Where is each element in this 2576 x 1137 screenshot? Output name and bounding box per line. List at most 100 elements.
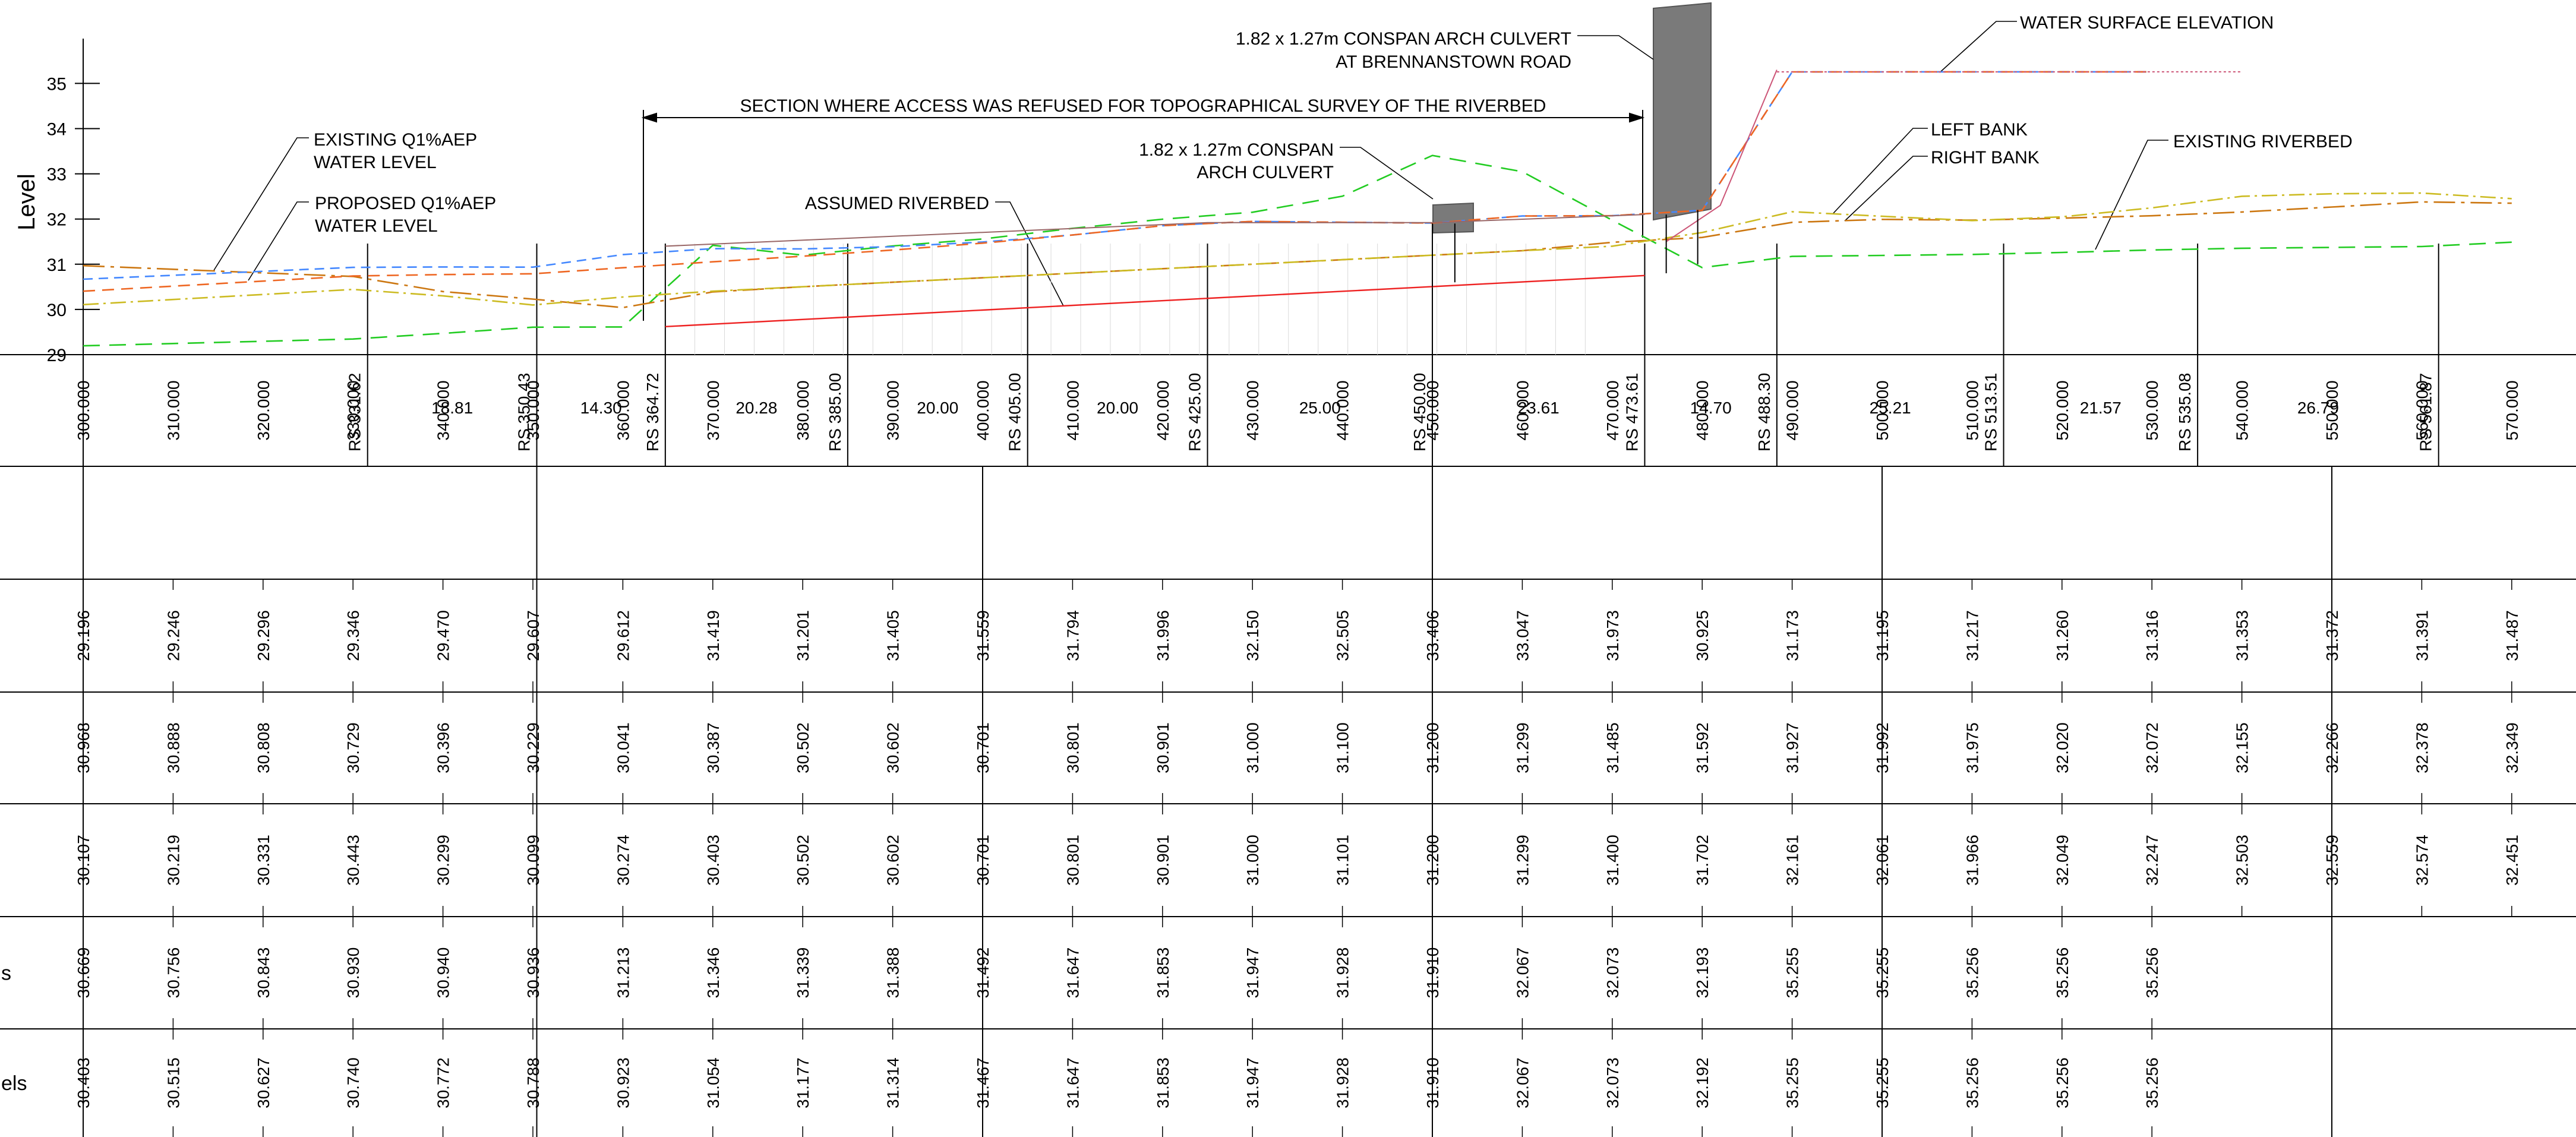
table-value: 31.910 <box>1423 1057 1442 1108</box>
table-value: 32.192 <box>1693 1057 1712 1108</box>
table-value: 32.247 <box>2143 835 2161 886</box>
table-value: 32.161 <box>1783 835 1802 886</box>
distance-label: 20.00 <box>1097 399 1138 417</box>
table-value: 31.173 <box>1783 610 1802 661</box>
table-value: 32.020 <box>2053 722 2072 773</box>
chainage-label: 360.000 <box>614 380 632 440</box>
table-value: 31.927 <box>1783 722 1802 773</box>
chainage-label: 350.000 <box>524 380 542 440</box>
assumed-riverbed-line <box>665 274 1645 328</box>
existing-riverbed-label: EXISTING RIVERBED <box>2173 132 2353 151</box>
station-label: RS 535.08 <box>2176 373 2194 451</box>
table-value: 30.669 <box>74 948 93 999</box>
table-value: 30.387 <box>704 722 722 773</box>
table-value: 30.729 <box>344 722 362 773</box>
chainage-label: 340.000 <box>434 380 453 440</box>
table-value: 32.067 <box>1513 1057 1532 1108</box>
table-value: 31.314 <box>884 1057 902 1108</box>
table-value: 35.255 <box>1873 1057 1892 1108</box>
y-tick-label: 32 <box>47 210 67 230</box>
row-label: els <box>1 1072 27 1095</box>
table-value: 30.788 <box>524 1057 542 1108</box>
annotation-culvert-small: 1.82 x 1.27m CONSPAN ARCH CULVERT <box>1139 140 1334 182</box>
table-value: 31.299 <box>1513 835 1532 886</box>
table-value: 35.255 <box>1783 1057 1802 1108</box>
table-value: 31.200 <box>1423 722 1442 773</box>
table-value: 31.647 <box>1063 1057 1082 1108</box>
chainage-label: 440.000 <box>1334 380 1352 440</box>
chainage-label: 500.000 <box>1873 380 1892 440</box>
table-value: 30.299 <box>434 835 453 886</box>
access-refused-label: SECTION WHERE ACCESS WAS REFUSED FOR TOP… <box>740 96 1546 116</box>
row-label: s <box>1 962 11 985</box>
annotation-culvert-road: 1.82 x 1.27m CONSPAN ARCH CULVERT AT BRE… <box>1236 29 1571 72</box>
table-value: 30.502 <box>794 722 812 773</box>
table-value: 31.592 <box>1693 722 1712 773</box>
table-value: 31.177 <box>794 1057 812 1108</box>
station-label: RS 473.61 <box>1622 373 1641 451</box>
table-value: 30.756 <box>164 948 182 999</box>
table-value: 31.794 <box>1063 610 1082 661</box>
table-value: 31.947 <box>1243 948 1262 999</box>
chainage-label: 520.000 <box>2053 380 2072 440</box>
water-surface-label: WATER SURFACE ELEVATION <box>2020 13 2274 33</box>
chainage-label: 480.000 <box>1693 380 1712 440</box>
table-value: 32.193 <box>1693 948 1712 999</box>
table-value: 31.400 <box>1603 835 1622 886</box>
chainage-label: 470.000 <box>1603 380 1622 440</box>
access-refused-dimension <box>641 110 1645 321</box>
table-value: 35.255 <box>1873 948 1892 999</box>
table-value: 32.072 <box>2143 722 2161 773</box>
table-value: 32.067 <box>1513 948 1532 999</box>
table-value: 31.973 <box>1603 610 1622 661</box>
distance-label: 14.30 <box>580 399 622 417</box>
table-value: 31.200 <box>1423 835 1442 886</box>
table-value: 33.406 <box>1423 610 1442 661</box>
chainage-label: 460.000 <box>1513 380 1532 440</box>
station-label: RS 425.00 <box>1186 373 1204 451</box>
chainage-label: 370.000 <box>704 380 722 440</box>
table-value: 33.047 <box>1513 610 1532 661</box>
table-value: 32.349 <box>2503 722 2521 773</box>
table-value: 30.808 <box>254 722 273 773</box>
series-line <box>83 71 2152 292</box>
table-value: 30.801 <box>1063 835 1082 886</box>
table-value: 31.492 <box>974 948 992 999</box>
y-tick-label: 29 <box>47 346 67 365</box>
chainage-label: 430.000 <box>1243 380 1262 440</box>
table-value: 30.701 <box>974 835 992 886</box>
table-value: 30.229 <box>524 722 542 773</box>
table-value: 31.195 <box>1873 610 1892 661</box>
table-value: 29.196 <box>74 610 93 661</box>
table-value: 29.607 <box>524 610 542 661</box>
y-axis-label: Level <box>14 173 40 230</box>
riverbed-hatching <box>694 244 1586 355</box>
distance-label: 14.70 <box>1690 399 1732 417</box>
table-value: 30.602 <box>884 835 902 886</box>
distance-label: 25.21 <box>1870 399 1911 417</box>
station-label: RS 561.87 <box>2417 373 2435 451</box>
table-value: 31.346 <box>704 948 722 999</box>
level-table: 300.000 310.000 320.000 330.000 340.000 350.0… <box>1 380 2521 1137</box>
distance-label: 18.81 <box>431 399 473 417</box>
table-value: 30.936 <box>524 948 542 999</box>
table-value: 31.372 <box>2323 610 2341 661</box>
table-value: 30.701 <box>974 722 992 773</box>
table-value: 30.403 <box>74 1057 93 1108</box>
table-value: 32.505 <box>1334 610 1352 661</box>
station-label: RS 450.00 <box>1410 373 1429 451</box>
table-value: 31.487 <box>2503 610 2521 661</box>
table-value: 29.346 <box>344 610 362 661</box>
existing-level-line2: WATER LEVEL <box>314 153 437 172</box>
proposed-level-line1: PROPOSED Q1%AEP <box>315 194 496 213</box>
distance-label: 25.00 <box>1299 399 1341 417</box>
table-value: 30.443 <box>344 835 362 886</box>
y-tick-label: 33 <box>47 165 67 185</box>
distance-label: 20.00 <box>917 399 958 417</box>
table-value: 31.339 <box>794 948 812 999</box>
table-value: 35.256 <box>2143 1057 2161 1108</box>
table-value: 35.255 <box>1783 948 1802 999</box>
table-value: 30.901 <box>1154 835 1172 886</box>
table-value: 31.853 <box>1154 948 1172 999</box>
